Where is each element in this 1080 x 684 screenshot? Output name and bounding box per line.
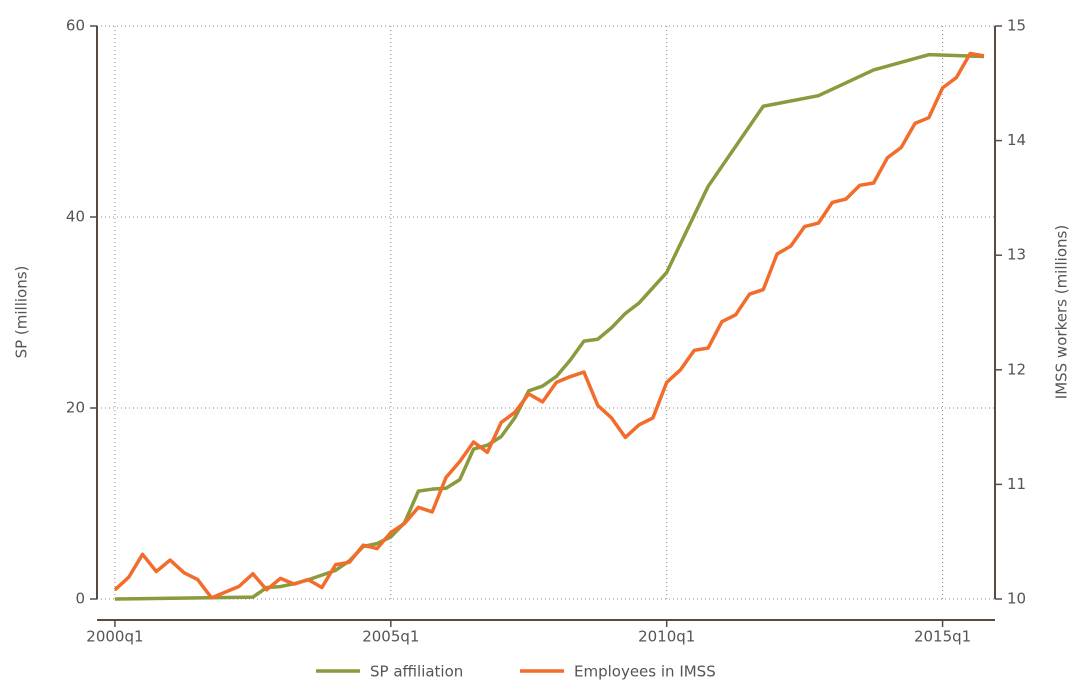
x-tick-label: 2015q1: [914, 628, 971, 646]
y-tick-label: 0: [75, 590, 85, 608]
y2-tick-label: 13: [1007, 246, 1026, 264]
series-line: [114, 52, 985, 601]
y2-tick-label: 15: [1007, 17, 1026, 35]
y2-tick-label: 11: [1007, 475, 1026, 493]
y-tick-label: 40: [66, 208, 85, 226]
legend-label: SP affiliation: [370, 663, 463, 681]
x-tick-label: 2010q1: [638, 628, 695, 646]
legend-label: Employees in IMSS: [574, 663, 716, 681]
y-tick-label: 60: [66, 17, 85, 35]
y-axis-title: SP (millions): [13, 266, 31, 359]
y2-tick-label: 14: [1007, 131, 1026, 149]
x-tick-label: 2000q1: [86, 628, 143, 646]
x-tick-label: 2005q1: [362, 628, 419, 646]
y2-tick-label: 12: [1007, 360, 1026, 378]
y2-axis-title: IMSS workers (millions): [1053, 225, 1071, 399]
y-tick-label: 20: [66, 399, 85, 417]
series-line: [113, 51, 985, 600]
y2-tick-label: 10: [1007, 590, 1026, 608]
